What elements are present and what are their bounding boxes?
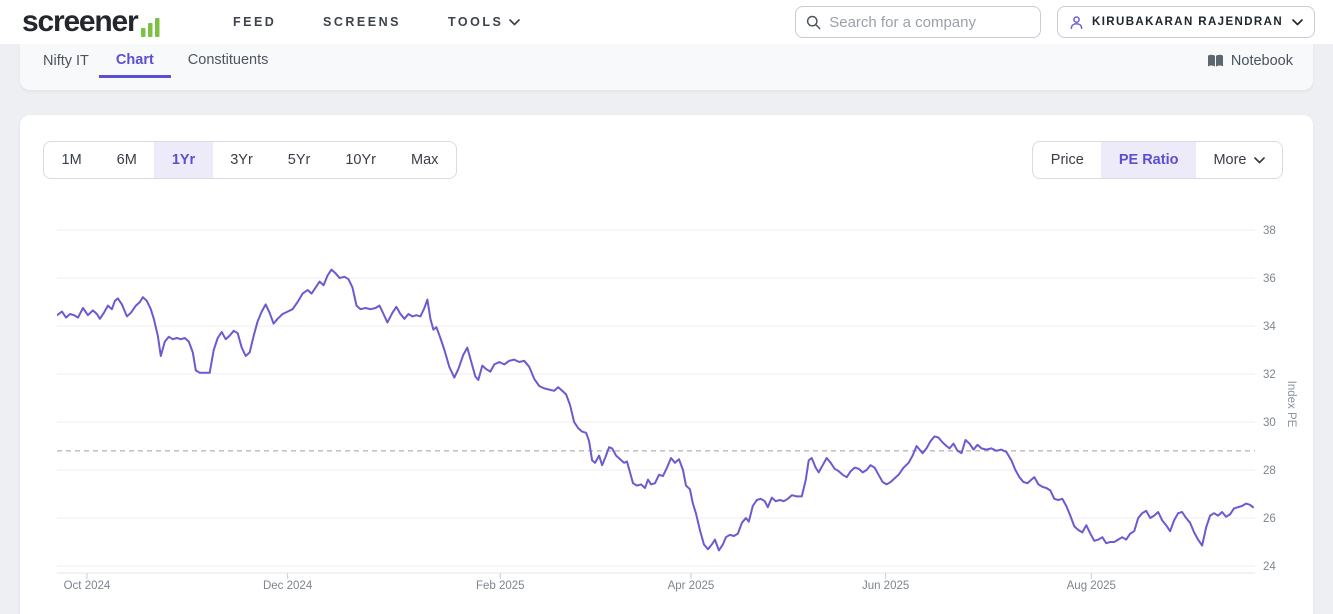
- chart-card: 1M 6M 1Yr 3Yr 5Yr 10Yr Max Price PE Rati…: [20, 115, 1313, 614]
- pe-ratio-chart[interactable]: 38 36 34 32 30 28 26 24 Oct 2024 Dec 2024 Feb 2025…: [56, 210, 1297, 595]
- tab-constituents[interactable]: Constituents: [187, 51, 269, 68]
- metric-more-label: More: [1213, 152, 1247, 168]
- svg-text:Oct 2024: Oct 2024: [64, 580, 111, 592]
- nav-feed-label: FEED: [233, 15, 277, 29]
- chevron-down-icon: [1253, 156, 1265, 163]
- chevron-down-icon: [509, 18, 521, 25]
- search-box[interactable]: [795, 6, 1041, 38]
- index-title[interactable]: Nifty IT: [43, 53, 89, 69]
- range-max[interactable]: Max: [394, 142, 456, 178]
- chevron-down-icon: [1292, 18, 1303, 25]
- nav-screens-label: SCREENS: [323, 15, 401, 29]
- notebook-button[interactable]: Notebook: [1201, 44, 1299, 78]
- metric-price[interactable]: Price: [1033, 142, 1101, 178]
- range-1yr[interactable]: 1Yr: [154, 142, 213, 178]
- svg-text:36: 36: [1263, 273, 1276, 285]
- metric-pe-ratio[interactable]: PE Ratio: [1101, 142, 1196, 178]
- svg-text:Dec 2024: Dec 2024: [263, 580, 313, 592]
- svg-text:34: 34: [1263, 321, 1276, 333]
- subnav-row: Nifty IT Chart Constituents Notebook: [20, 44, 1313, 78]
- nav-tools[interactable]: TOOLS: [448, 0, 521, 44]
- user-menu[interactable]: KIRUBAKARAN RAJENDRAN: [1057, 6, 1315, 38]
- search-input[interactable]: [829, 13, 1030, 31]
- range-1m[interactable]: 1M: [44, 142, 99, 178]
- logo[interactable]: screener: [22, 2, 162, 42]
- metric-more[interactable]: More: [1196, 142, 1282, 178]
- svg-text:38: 38: [1263, 225, 1276, 237]
- pe-ratio-series-line: [56, 268, 1254, 552]
- notebook-label: Notebook: [1230, 53, 1293, 69]
- search-icon: [806, 15, 821, 29]
- user-name: KIRUBAKARAN RAJENDRAN: [1092, 16, 1284, 28]
- logo-text: screener: [22, 5, 139, 38]
- range-6m[interactable]: 6M: [99, 142, 154, 178]
- svg-text:Jun 2025: Jun 2025: [862, 580, 909, 592]
- tab-chart[interactable]: Chart: [98, 44, 171, 78]
- gridlines: [57, 229, 1255, 567]
- svg-text:26: 26: [1263, 513, 1276, 525]
- notebook-icon: [1207, 54, 1223, 67]
- nav-feed[interactable]: FEED: [233, 0, 276, 44]
- range-selector: 1M 6M 1Yr 3Yr 5Yr 10Yr Max: [43, 141, 457, 179]
- user-icon: [1070, 15, 1083, 29]
- svg-text:Apr 2025: Apr 2025: [668, 580, 715, 592]
- axis-labels: 38 36 34 32 30 28 26 24: [1263, 225, 1276, 573]
- svg-text:Aug 2025: Aug 2025: [1067, 580, 1116, 592]
- range-3yr[interactable]: 3Yr: [213, 142, 271, 178]
- svg-text:28: 28: [1263, 465, 1276, 477]
- svg-text:24: 24: [1263, 561, 1276, 573]
- subnav: Nifty IT Chart Constituents Notebook: [20, 44, 1313, 90]
- pe-ratio-line-chart[interactable]: 38 36 34 32 30 28 26 24 Oct 2024 Dec 2024 Feb 2025…: [56, 210, 1297, 595]
- x-axis-ticks: Oct 2024 Dec 2024 Feb 2025 Apr 2025 Jun 2025…: [64, 573, 1116, 592]
- svg-text:30: 30: [1263, 417, 1276, 429]
- metric-selector: Price PE Ratio More: [1032, 141, 1283, 179]
- y-axis-title: Index PE: [1285, 381, 1297, 428]
- nav-screens[interactable]: SCREENS: [323, 0, 401, 44]
- svg-text:Feb 2025: Feb 2025: [476, 580, 525, 592]
- range-10yr[interactable]: 10Yr: [328, 142, 394, 178]
- nav-tools-label: TOOLS: [448, 15, 504, 29]
- logo-bars-icon: [140, 18, 159, 37]
- range-5yr[interactable]: 5Yr: [270, 142, 328, 178]
- svg-text:32: 32: [1263, 369, 1276, 381]
- top-header: screener FEED SCREENS TOOLS: [0, 0, 1333, 44]
